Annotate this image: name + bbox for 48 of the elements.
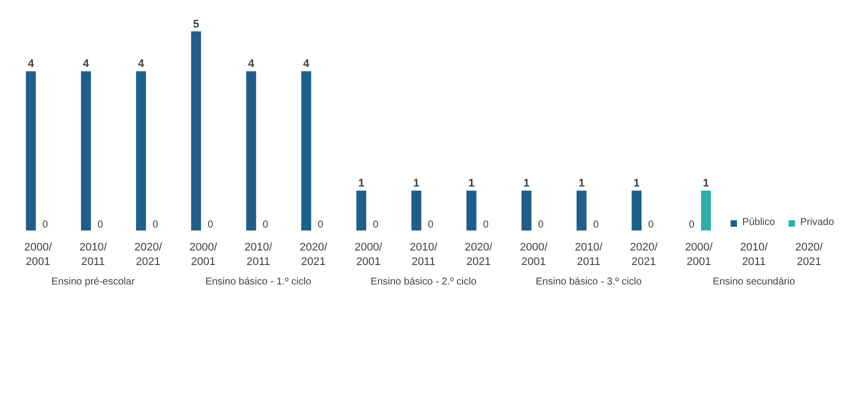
x-tick-label: 2010/ 2011 (79, 242, 108, 268)
text: Ensino secundário (712, 276, 796, 288)
data-label: 0 (97, 220, 104, 230)
x-tick-label: 2020/ 2021 (630, 242, 658, 268)
x-tick-label: 2020/ 2021 (300, 242, 328, 268)
x-tick-label: 2010/ 2011 (244, 242, 274, 268)
data-label: 0 (648, 220, 654, 230)
data-label: 0 (262, 220, 269, 230)
data-label: 1 (702, 178, 710, 190)
data-label: 0 (593, 220, 600, 230)
x-tick-label: 2020/ 2021 (795, 242, 824, 268)
data-label: 4 (28, 58, 35, 70)
data-label: 0 (538, 220, 544, 230)
legend-label: Privado (800, 217, 834, 228)
data-label: 0 (482, 220, 489, 230)
data-label: 1 (468, 178, 474, 190)
text: Ensino básico - 3.º ciclo (536, 276, 642, 288)
data-label: 0 (372, 220, 379, 230)
text: Ensino pré-escolar (51, 276, 136, 288)
text: Ensino básico - 1.º ciclo (205, 276, 312, 288)
x-tick-label: 2020/ 2021 (464, 242, 494, 268)
data-label: 4 (248, 58, 256, 70)
data-label: 1 (358, 178, 364, 190)
legend-label: Público (742, 217, 776, 228)
data-label: 1 (634, 178, 640, 190)
x-tick-label: 2000/ 2001 (24, 242, 53, 268)
x-tick-label: 2010/ 2011 (740, 242, 769, 268)
text: Ensino básico - 2.º ciclo (370, 276, 477, 288)
data-label: 4 (82, 58, 90, 70)
data-label: 4 (138, 58, 145, 70)
x-tick-label: 2000/ 2001 (354, 242, 384, 268)
x-tick-label: 2010/ 2011 (410, 242, 438, 268)
data-label: 0 (152, 220, 159, 230)
data-label: 4 (303, 58, 310, 70)
data-label: 1 (413, 178, 420, 190)
data-label: 0 (688, 220, 695, 230)
data-label: 5 (193, 18, 200, 30)
x-tick-label: 2020/ 2021 (134, 242, 163, 268)
x-tick-label: 2000/ 2001 (520, 242, 548, 268)
data-label: 1 (523, 178, 530, 190)
data-label: 0 (42, 220, 48, 230)
data-label: 0 (428, 220, 434, 230)
data-label: 0 (208, 220, 214, 230)
data-label: 0 (318, 220, 324, 230)
x-tick-label: 2000/ 2001 (685, 242, 714, 268)
x-tick-label: 2000/ 2001 (189, 242, 218, 268)
data-label: 1 (578, 178, 585, 190)
x-tick-label: 2010/ 2011 (574, 242, 604, 268)
